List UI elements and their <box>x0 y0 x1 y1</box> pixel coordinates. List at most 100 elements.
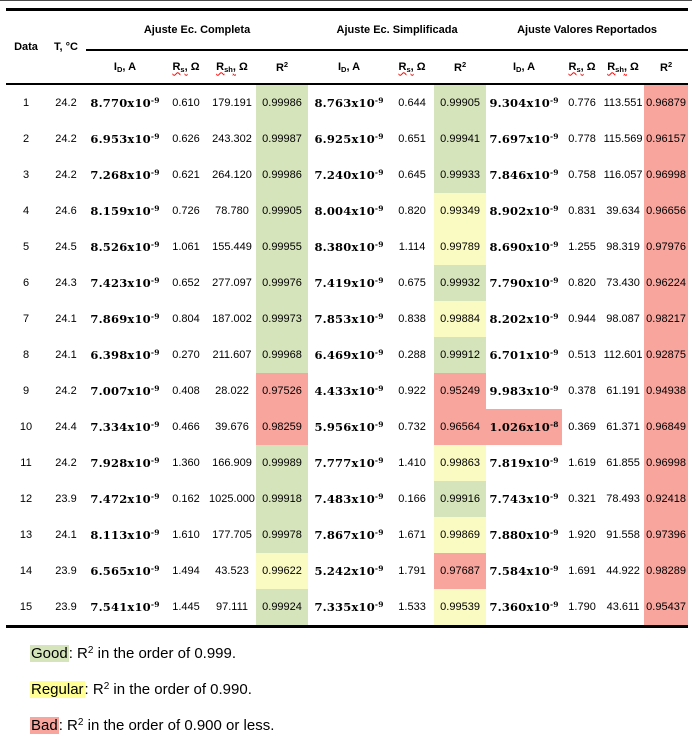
table-row: 9 24.2 7.007x10-9 0.408 28.022 0.97526 4.433x1… <box>6 373 689 409</box>
cell-r2-value: 0.99905 <box>434 84 487 121</box>
legend: Good: R2 in the order of 0.999. Regular: … <box>30 642 692 735</box>
exponent: -9 <box>150 204 160 213</box>
cell-r2-value: 0.99978 <box>256 517 309 553</box>
cell-current-value: 7.360x10-9 <box>489 600 559 614</box>
group-header-3: Ajuste Valores Reportados <box>486 9 689 51</box>
cell-value: 0.651 <box>398 133 426 145</box>
cell-r2-value: 0.99916 <box>434 481 487 517</box>
cell-current-value: 7.853x10-9 <box>314 312 384 326</box>
cell-current-value: 6.701x10-9 <box>489 348 559 362</box>
cell-temperature: 24.2 <box>55 133 77 145</box>
cell-value: 243.302 <box>212 133 252 145</box>
exponent: -9 <box>150 492 160 501</box>
sub-header: R2 <box>434 50 487 85</box>
group-header-2: Ajuste Ec. Simplificada <box>308 9 487 51</box>
cell-data-number: 9 <box>22 385 30 397</box>
cell-value: 211.607 <box>212 349 252 361</box>
cell-value: 1.610 <box>172 529 200 541</box>
cell-value: 116.057 <box>603 169 643 181</box>
cell-data-number: 11 <box>20 457 32 469</box>
exponent: -9 <box>374 204 384 213</box>
exponent: -9 <box>150 96 160 105</box>
sub-header: ID, A <box>308 50 391 85</box>
cell-temperature: 23.9 <box>55 565 77 577</box>
cell-r2-value: 0.96224 <box>644 265 689 301</box>
subscript: sh <box>615 64 624 74</box>
cell-data-number: 4 <box>22 205 30 217</box>
exponent: -9 <box>549 132 559 141</box>
legend-item-good: Good: R2 in the order of 0.999. <box>30 645 237 662</box>
cell-value: 0.820 <box>398 205 426 217</box>
cell-r2-value: 0.99869 <box>434 517 487 553</box>
cell-r2-value: 0.99349 <box>434 193 487 229</box>
sub-header: R2 <box>256 50 309 85</box>
spellcheck-underline: Rs, <box>568 60 584 74</box>
cell-value: 0.621 <box>172 169 200 181</box>
cell-value: 0.166 <box>398 493 426 505</box>
subscript: D <box>516 64 522 74</box>
cell-temperature: 24.5 <box>55 241 77 253</box>
exponent: -9 <box>374 420 384 429</box>
exponent: -9 <box>549 492 559 501</box>
cell-current-value: 8.202x10-9 <box>489 312 559 326</box>
sub-header: Rsh, Ω <box>602 50 645 85</box>
cell-value: 0.732 <box>398 421 426 433</box>
cell-value: 91.558 <box>606 529 640 541</box>
cell-current-value: 5.242x10-9 <box>314 564 384 578</box>
cell-r2-value: 0.97526 <box>256 373 309 409</box>
cell-value: 61.855 <box>606 457 640 469</box>
cell-value: 98.319 <box>606 241 640 253</box>
cell-temperature: 24.4 <box>55 421 77 433</box>
cell-value: 264.120 <box>212 169 252 181</box>
cell-current-value: 8.159x10-9 <box>90 204 160 218</box>
sub-header: Rsh, Ω <box>208 50 256 85</box>
exponent: -9 <box>374 240 384 249</box>
exponent: -9 <box>374 600 384 609</box>
cell-value: 179.191 <box>212 97 252 109</box>
cell-current-value: 7.846x10-9 <box>489 168 559 182</box>
cell-value: 0.675 <box>398 277 426 289</box>
cell-data-number: 2 <box>22 133 30 145</box>
cell-temperature: 23.9 <box>55 493 77 505</box>
cell-current-value: 7.819x10-9 <box>489 456 559 470</box>
sub-header: R2 <box>644 50 689 85</box>
cell-value: 39.676 <box>215 421 249 433</box>
exponent: -9 <box>374 132 384 141</box>
cell-value: 1.791 <box>398 565 426 577</box>
cell-value: 166.909 <box>212 457 252 469</box>
cell-current-value: 1.026x10-8 <box>486 409 563 445</box>
cell-value: 0.288 <box>398 349 426 361</box>
exponent: -9 <box>549 312 559 321</box>
cell-current-value: 7.007x10-9 <box>90 384 160 398</box>
cell-value: 97.111 <box>215 601 248 613</box>
cell-temperature: 24.6 <box>55 205 77 217</box>
table-row: 10 24.4 7.334x10-9 0.466 39.676 0.98259 5.956x… <box>6 409 689 445</box>
spellcheck-underline: Rsh, <box>216 60 236 74</box>
cell-value: 1.920 <box>568 529 596 541</box>
cell-current-value: 7.880x10-9 <box>489 528 559 542</box>
cell-value: 0.922 <box>398 385 426 397</box>
cell-current-value: 8.763x10-9 <box>314 96 384 110</box>
cell-value: 1.255 <box>568 241 596 253</box>
legend-item-bad: Bad: R2 in the order of 0.900 or less. <box>30 717 275 734</box>
cell-current-value: 7.335x10-9 <box>314 600 384 614</box>
cell-data-number: 7 <box>22 313 30 325</box>
cell-value: 61.371 <box>606 421 640 433</box>
table-row: 15 23.9 7.541x10-9 1.445 97.111 0.99924 7.335x… <box>6 589 689 627</box>
cell-current-value: 8.113x10-9 <box>90 528 160 542</box>
results-table: Data T, °C Ajuste Ec. Completa Ajuste Ec. S… <box>6 8 689 628</box>
subscript: s <box>180 64 185 74</box>
cell-current-value: 6.398x10-9 <box>90 348 160 362</box>
exponent: -9 <box>374 168 384 177</box>
cell-value: 43.611 <box>606 601 640 613</box>
cell-current-value: 6.953x10-9 <box>90 132 160 146</box>
cell-data-number: 6 <box>22 277 30 289</box>
cell-value: 78.780 <box>215 205 249 217</box>
exponent: -9 <box>374 564 384 573</box>
cell-current-value: 7.240x10-9 <box>314 168 384 182</box>
header-temp: T, °C <box>46 9 86 85</box>
cell-r2-value: 0.96879 <box>644 84 689 121</box>
cell-value: 0.513 <box>568 349 596 361</box>
cell-current-value: 7.483x10-9 <box>314 492 384 506</box>
cell-value: 1.061 <box>172 241 200 253</box>
